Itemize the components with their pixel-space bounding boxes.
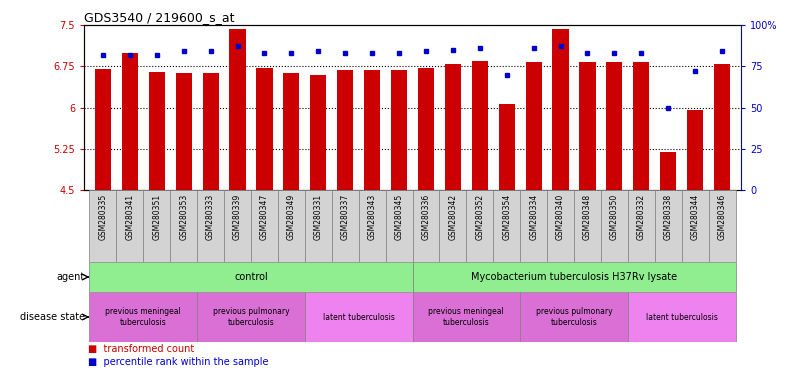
Bar bbox=[579, 63, 596, 190]
Text: GSM280350: GSM280350 bbox=[610, 194, 619, 240]
Bar bbox=[175, 73, 191, 190]
Bar bbox=[413, 262, 735, 292]
Bar bbox=[90, 292, 197, 342]
Text: latent tuberculosis: latent tuberculosis bbox=[646, 313, 718, 321]
Bar bbox=[709, 190, 735, 262]
Text: GSM280354: GSM280354 bbox=[502, 194, 511, 240]
Text: disease state: disease state bbox=[19, 312, 85, 322]
Bar bbox=[714, 63, 731, 190]
Text: GSM280337: GSM280337 bbox=[340, 194, 350, 240]
Text: GSM280334: GSM280334 bbox=[529, 194, 538, 240]
Bar bbox=[256, 68, 272, 190]
Bar bbox=[391, 70, 407, 190]
Bar bbox=[574, 190, 601, 262]
Bar bbox=[284, 73, 300, 190]
Bar bbox=[440, 190, 466, 262]
Text: GSM280342: GSM280342 bbox=[449, 194, 457, 240]
Bar bbox=[364, 70, 380, 190]
Text: GSM280351: GSM280351 bbox=[152, 194, 161, 240]
Bar bbox=[445, 63, 461, 190]
Text: Mycobacterium tuberculosis H37Rv lysate: Mycobacterium tuberculosis H37Rv lysate bbox=[471, 272, 677, 282]
Bar bbox=[493, 190, 520, 262]
Bar bbox=[332, 190, 359, 262]
Text: GSM280339: GSM280339 bbox=[233, 194, 242, 240]
Bar bbox=[90, 262, 413, 292]
Bar bbox=[251, 190, 278, 262]
Bar bbox=[278, 190, 305, 262]
Text: GSM280348: GSM280348 bbox=[583, 194, 592, 240]
Text: GSM280331: GSM280331 bbox=[314, 194, 323, 240]
Text: GSM280340: GSM280340 bbox=[556, 194, 565, 240]
Text: GSM280333: GSM280333 bbox=[206, 194, 215, 240]
Text: GSM280344: GSM280344 bbox=[690, 194, 699, 240]
Bar bbox=[654, 190, 682, 262]
Bar bbox=[385, 190, 413, 262]
Bar bbox=[229, 29, 246, 190]
Bar bbox=[122, 53, 138, 190]
Bar bbox=[305, 190, 332, 262]
Bar bbox=[149, 72, 165, 190]
Text: GSM280336: GSM280336 bbox=[421, 194, 430, 240]
Bar bbox=[634, 63, 650, 190]
Bar bbox=[95, 69, 111, 190]
Bar bbox=[628, 292, 735, 342]
Bar bbox=[553, 29, 569, 190]
Text: previous pulmonary
tuberculosis: previous pulmonary tuberculosis bbox=[536, 307, 612, 327]
Bar bbox=[628, 190, 654, 262]
Text: GSM280345: GSM280345 bbox=[395, 194, 404, 240]
Bar bbox=[499, 104, 515, 190]
Bar bbox=[310, 74, 326, 190]
Text: control: control bbox=[234, 272, 268, 282]
Text: ■  percentile rank within the sample: ■ percentile rank within the sample bbox=[88, 357, 268, 367]
Bar bbox=[660, 152, 676, 190]
Text: GSM280353: GSM280353 bbox=[179, 194, 188, 240]
Bar bbox=[90, 190, 116, 262]
Text: GSM280346: GSM280346 bbox=[718, 194, 727, 240]
Text: GSM280335: GSM280335 bbox=[99, 194, 107, 240]
Text: GSM280332: GSM280332 bbox=[637, 194, 646, 240]
Bar bbox=[466, 190, 493, 262]
Bar bbox=[359, 190, 385, 262]
Bar bbox=[305, 292, 413, 342]
Bar bbox=[601, 190, 628, 262]
Text: ■  transformed count: ■ transformed count bbox=[88, 344, 195, 354]
Bar bbox=[682, 190, 709, 262]
Bar bbox=[520, 292, 628, 342]
Bar bbox=[337, 70, 353, 190]
Bar bbox=[547, 190, 574, 262]
Bar bbox=[525, 63, 541, 190]
Bar bbox=[520, 190, 547, 262]
Text: GSM280338: GSM280338 bbox=[664, 194, 673, 240]
Text: GSM280347: GSM280347 bbox=[260, 194, 269, 240]
Bar bbox=[116, 190, 143, 262]
Bar bbox=[413, 292, 520, 342]
Text: GDS3540 / 219600_s_at: GDS3540 / 219600_s_at bbox=[84, 11, 235, 24]
Bar bbox=[171, 190, 197, 262]
Bar bbox=[197, 190, 224, 262]
Bar bbox=[606, 63, 622, 190]
Bar bbox=[418, 68, 434, 190]
Bar bbox=[143, 190, 171, 262]
Bar bbox=[224, 190, 251, 262]
Text: agent: agent bbox=[56, 272, 85, 282]
Bar bbox=[413, 190, 440, 262]
Bar bbox=[472, 61, 488, 190]
Text: GSM280343: GSM280343 bbox=[368, 194, 376, 240]
Text: previous meningeal
tuberculosis: previous meningeal tuberculosis bbox=[106, 307, 181, 327]
Text: GSM280352: GSM280352 bbox=[475, 194, 485, 240]
Text: GSM280341: GSM280341 bbox=[126, 194, 135, 240]
Bar bbox=[687, 110, 703, 190]
Bar bbox=[203, 73, 219, 190]
Text: previous pulmonary
tuberculosis: previous pulmonary tuberculosis bbox=[213, 307, 289, 327]
Bar bbox=[197, 292, 305, 342]
Text: previous meningeal
tuberculosis: previous meningeal tuberculosis bbox=[429, 307, 504, 327]
Text: latent tuberculosis: latent tuberculosis bbox=[323, 313, 395, 321]
Text: GSM280349: GSM280349 bbox=[287, 194, 296, 240]
